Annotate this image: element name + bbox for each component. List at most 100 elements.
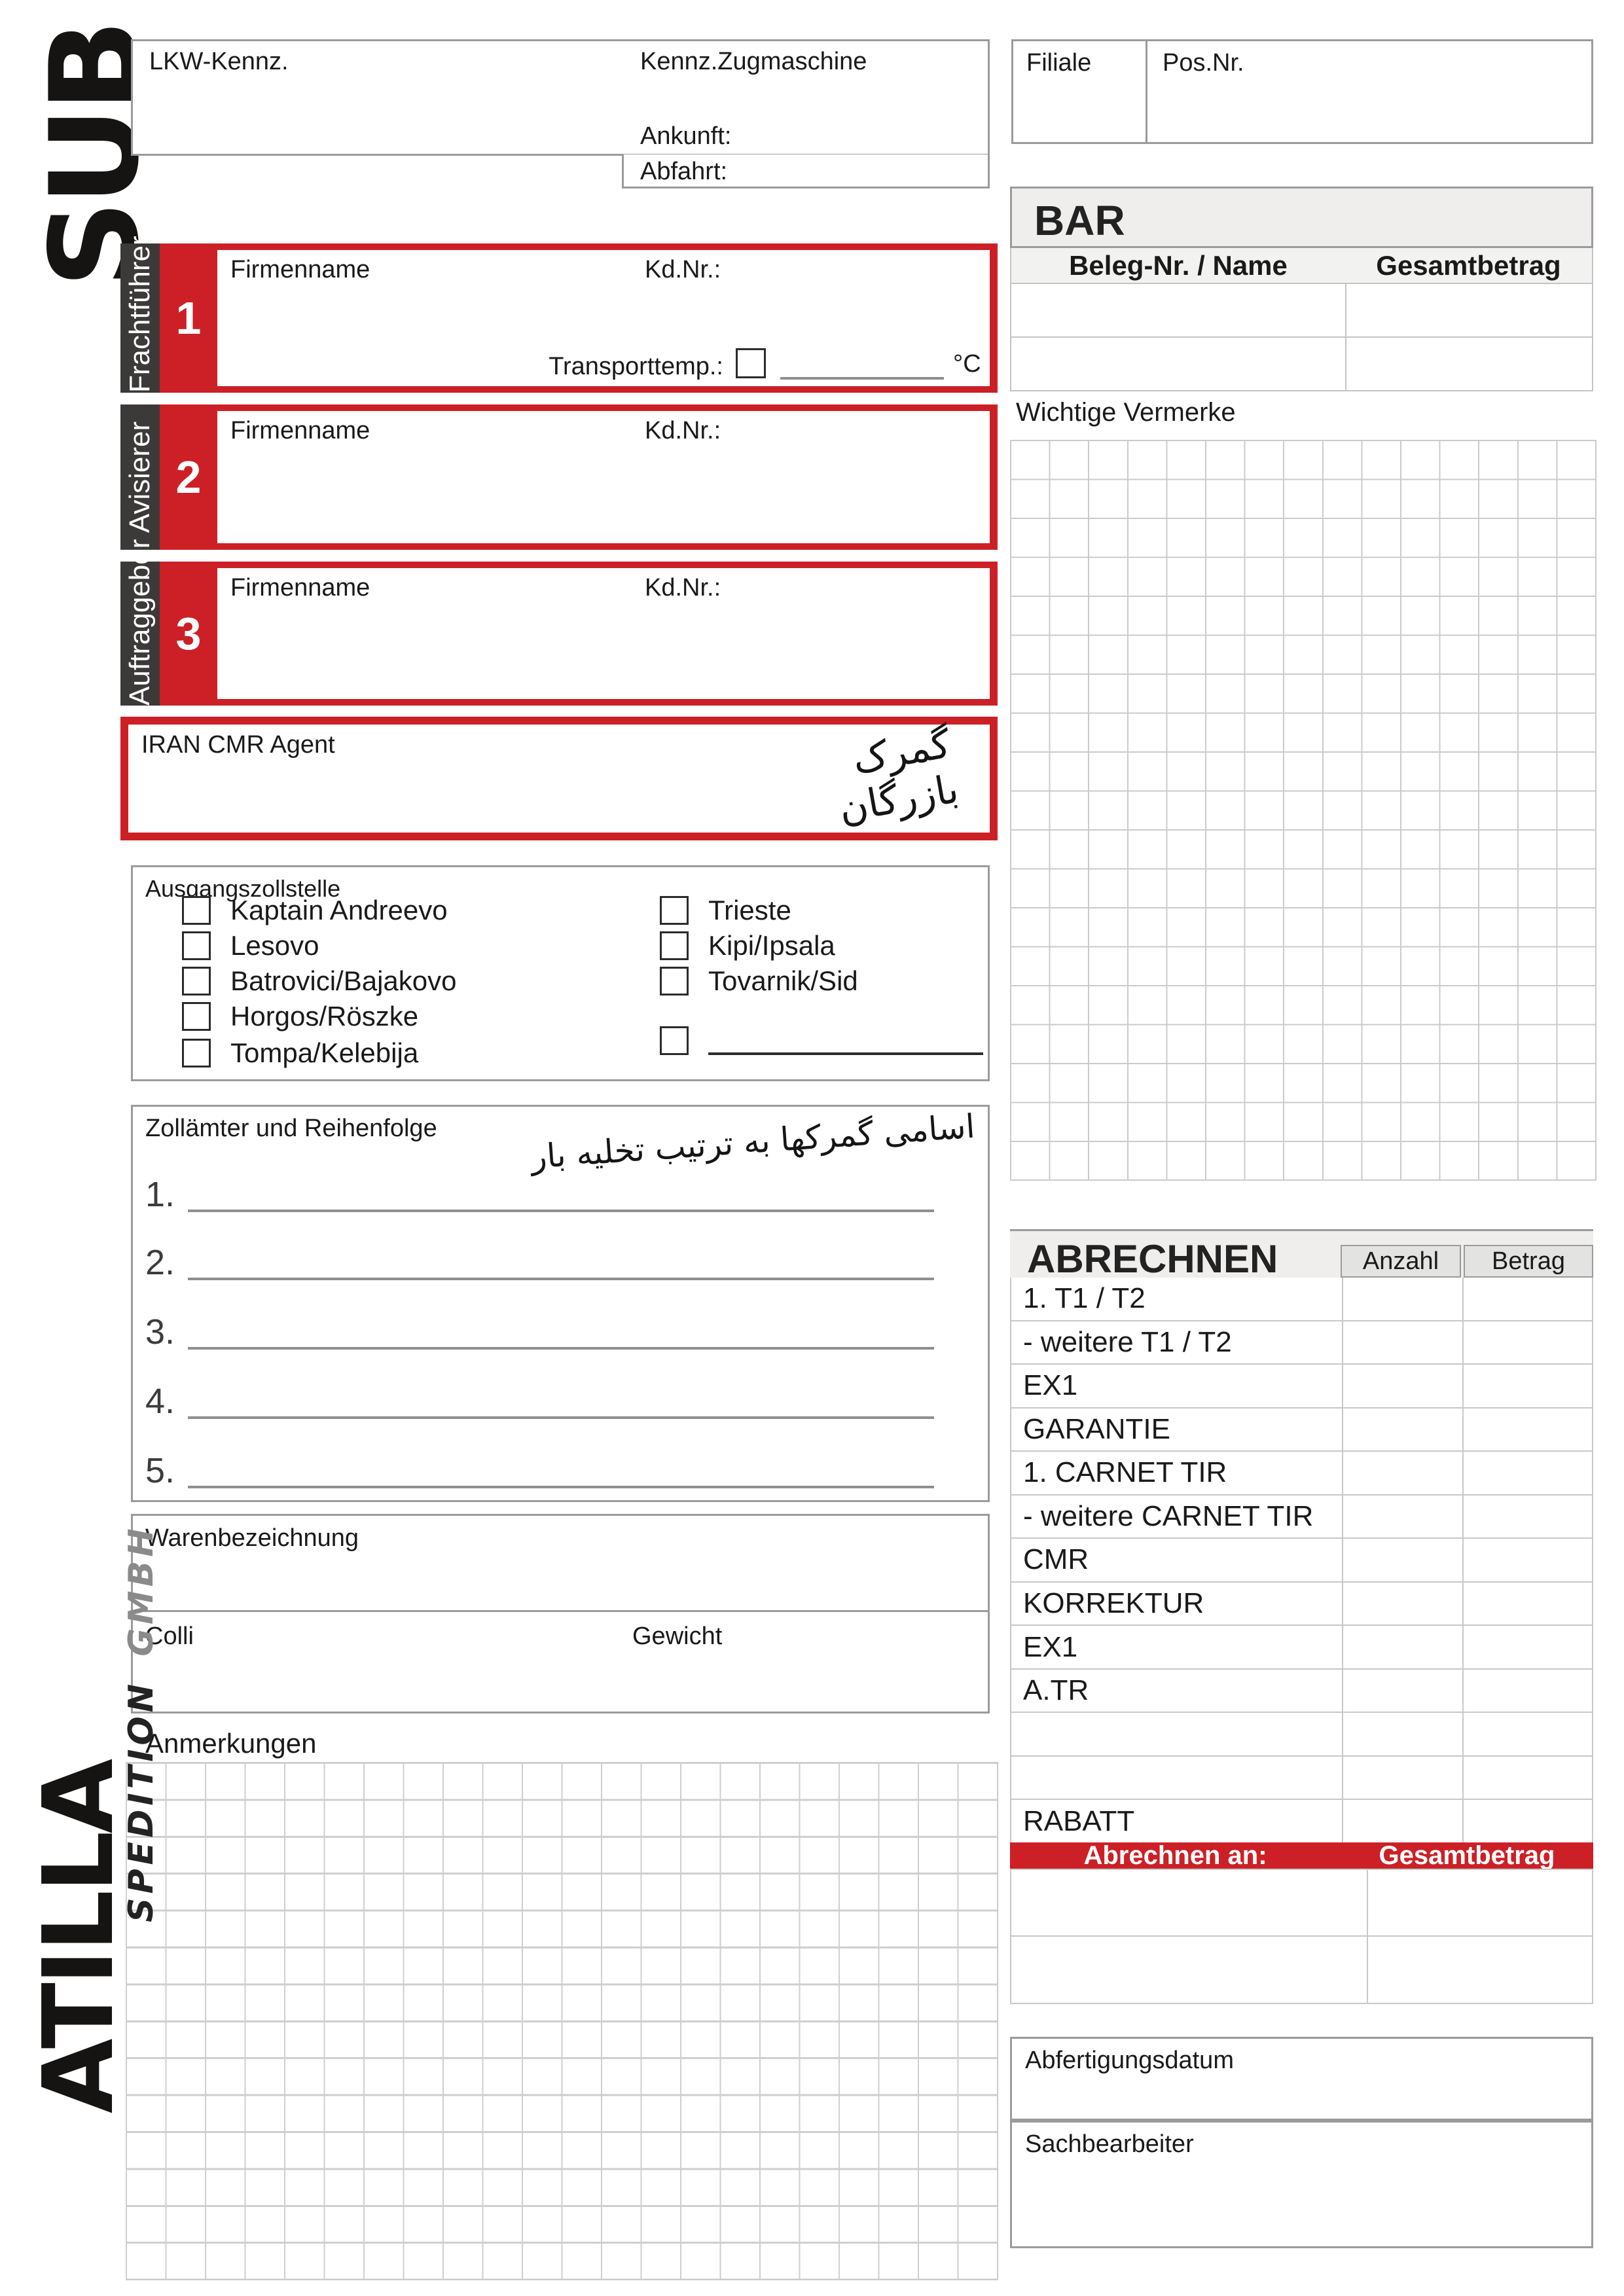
anzahl-cell[interactable] bbox=[1342, 1495, 1462, 1538]
abrechnen-an-label: Abrechnen an: bbox=[1083, 1840, 1267, 1870]
anzahl-cell[interactable] bbox=[1342, 1800, 1462, 1842]
bar-cell-betrag[interactable] bbox=[1345, 284, 1592, 336]
transporttemp-fill-line[interactable] bbox=[780, 353, 944, 380]
zollaemter-box bbox=[131, 1105, 990, 1502]
anzahl-header: Anzahl bbox=[1341, 1245, 1461, 1278]
betrag-cell[interactable] bbox=[1462, 1713, 1592, 1755]
bar-cell-beleg[interactable] bbox=[1011, 338, 1345, 390]
frachtfuehrer-strip bbox=[120, 243, 160, 393]
zollstelle-checkbox[interactable] bbox=[660, 896, 689, 925]
betrag-cell[interactable] bbox=[1462, 1278, 1592, 1320]
colli-label: Colli bbox=[145, 1623, 194, 1650]
abrechnen-row: A.TR bbox=[1011, 1668, 1592, 1712]
anzahl-cell[interactable] bbox=[1342, 1756, 1462, 1799]
ausgangszollstelle-blank-line[interactable] bbox=[708, 1029, 983, 1055]
anmerkungen-grid[interactable] bbox=[126, 1762, 998, 2280]
frachtfuehrer-label: Frachtführer bbox=[124, 236, 156, 393]
zollstelle-checkbox[interactable] bbox=[660, 967, 689, 996]
ausgangszollstelle-label: Ausgangszollstelle bbox=[145, 875, 341, 902]
betrag-cell[interactable] bbox=[1462, 1800, 1592, 1842]
betrag-cell[interactable] bbox=[1462, 1626, 1592, 1668]
gewicht-box[interactable] bbox=[615, 1612, 990, 1713]
zollstelle-checkbox[interactable] bbox=[660, 1026, 689, 1055]
anzahl-cell[interactable] bbox=[1342, 1452, 1462, 1494]
abfahrt-box[interactable] bbox=[622, 154, 990, 188]
bar-header: BAR bbox=[1010, 187, 1593, 248]
zollstelle-checkbox[interactable] bbox=[660, 931, 689, 960]
abrechnen-row-label: GARANTIE bbox=[1023, 1412, 1170, 1445]
gesamtbetrag-cell[interactable] bbox=[1367, 1936, 1592, 2003]
betrag-cell[interactable] bbox=[1462, 1495, 1592, 1538]
anzahl-cell[interactable] bbox=[1342, 1669, 1462, 1712]
abrechnen-an-cell[interactable] bbox=[1011, 1937, 1367, 2003]
anzahl-cell[interactable] bbox=[1342, 1582, 1462, 1625]
atilla-logo: ATILLA bbox=[22, 1761, 135, 2114]
auftraggeber-input-area[interactable] bbox=[217, 568, 990, 699]
zollstelle-checkbox[interactable] bbox=[182, 967, 211, 996]
bar-cell-beleg[interactable] bbox=[1011, 284, 1345, 336]
anzahl-cell[interactable] bbox=[1342, 1713, 1462, 1755]
zollamt-line-number: 3. bbox=[145, 1312, 175, 1352]
abrechnen-footer-bar: Abrechnen an: Gesamtbetrag bbox=[1010, 1840, 1593, 1870]
gmbh-text: GMBH bbox=[122, 1524, 161, 1657]
zollamt-fill-line[interactable] bbox=[188, 1278, 934, 1280]
frachtfuehrer-box: 1 bbox=[120, 243, 998, 393]
iran-cmr-input-area[interactable] bbox=[128, 725, 990, 833]
warenbezeichnung-label: Warenbezeichnung bbox=[145, 1524, 359, 1552]
party-number: 1 bbox=[175, 293, 202, 344]
abrechnen-an-cell[interactable] bbox=[1011, 1870, 1367, 1935]
wichtige-vermerke-grid[interactable] bbox=[1010, 440, 1597, 1181]
zollstelle-checkbox[interactable] bbox=[182, 1039, 211, 1067]
abfertigungsdatum-box[interactable] bbox=[1010, 2037, 1593, 2121]
zollstelle-option-label: Tompa/Kelebija bbox=[230, 1037, 419, 1068]
zollstelle-option: Kaptain Andreevo bbox=[182, 895, 448, 926]
anzahl-cell[interactable] bbox=[1342, 1408, 1462, 1451]
zollstelle-option-label: Horgos/Röszke bbox=[230, 1001, 419, 1031]
zollamt-fill-line[interactable] bbox=[188, 1210, 934, 1212]
betrag-cell[interactable] bbox=[1462, 1669, 1592, 1712]
betrag-cell[interactable] bbox=[1462, 1365, 1592, 1407]
anzahl-cell[interactable] bbox=[1342, 1626, 1462, 1668]
zollstelle-checkbox[interactable] bbox=[182, 896, 211, 925]
anzahl-cell[interactable] bbox=[1342, 1278, 1462, 1320]
betrag-cell[interactable] bbox=[1462, 1452, 1592, 1494]
gesamtbetrag-cell[interactable] bbox=[1367, 1870, 1592, 1935]
bar-row bbox=[1011, 283, 1592, 336]
bar-cell-betrag[interactable] bbox=[1345, 338, 1592, 390]
zollamt-fill-line[interactable] bbox=[188, 1416, 934, 1419]
sachbearbeiter-box[interactable] bbox=[1010, 2121, 1593, 2248]
lkw-kennz-box[interactable] bbox=[131, 39, 990, 156]
party-number: 2 bbox=[175, 452, 202, 503]
anzahl-cell[interactable] bbox=[1342, 1539, 1462, 1581]
zollstelle-checkbox[interactable] bbox=[182, 931, 211, 960]
zollamt-line: 4. bbox=[145, 1381, 934, 1422]
zollamt-fill-line[interactable] bbox=[188, 1486, 934, 1488]
betrag-cell[interactable] bbox=[1462, 1756, 1592, 1799]
spedition-text: SPEDITION bbox=[122, 1679, 161, 1922]
zollstelle-checkbox[interactable] bbox=[182, 1002, 211, 1031]
zollamt-fill-line[interactable] bbox=[188, 1347, 934, 1350]
betrag-cell[interactable] bbox=[1462, 1582, 1592, 1625]
firmenname-label-2: Firmenname bbox=[230, 417, 370, 444]
anzahl-cell[interactable] bbox=[1342, 1321, 1462, 1364]
kdnr-label-2: Kd.Nr.: bbox=[645, 417, 721, 444]
filiale-posnr-box[interactable] bbox=[1011, 39, 1593, 144]
zollstelle-option bbox=[660, 1026, 689, 1055]
abrechnen-title: ABRECHNEN bbox=[1027, 1237, 1278, 1281]
avisierer-input-area[interactable] bbox=[217, 411, 990, 543]
colli-box[interactable] bbox=[131, 1612, 617, 1713]
betrag-cell[interactable] bbox=[1462, 1408, 1592, 1451]
abrechnen-row-label: - weitere CARNET TIR bbox=[1023, 1499, 1314, 1532]
abrechnen-row-label: CMR bbox=[1023, 1543, 1089, 1576]
zollamt-line: 5. bbox=[145, 1450, 934, 1491]
abrechnen-row-label: 1. CARNET TIR bbox=[1023, 1456, 1227, 1489]
betrag-cell[interactable] bbox=[1462, 1539, 1592, 1581]
transporttemp-checkbox[interactable] bbox=[736, 348, 766, 378]
anzahl-cell[interactable] bbox=[1342, 1365, 1462, 1407]
frachtfuehrer-input-area[interactable] bbox=[217, 250, 990, 386]
transporttemp-label: Transporttemp.: bbox=[549, 353, 723, 380]
abrechnen-row bbox=[1011, 1755, 1592, 1799]
warenbezeichnung-box[interactable] bbox=[131, 1514, 990, 1612]
betrag-cell[interactable] bbox=[1462, 1321, 1592, 1364]
bar-table: Beleg-Nr. / Name Gesamtbetrag bbox=[1010, 248, 1593, 391]
